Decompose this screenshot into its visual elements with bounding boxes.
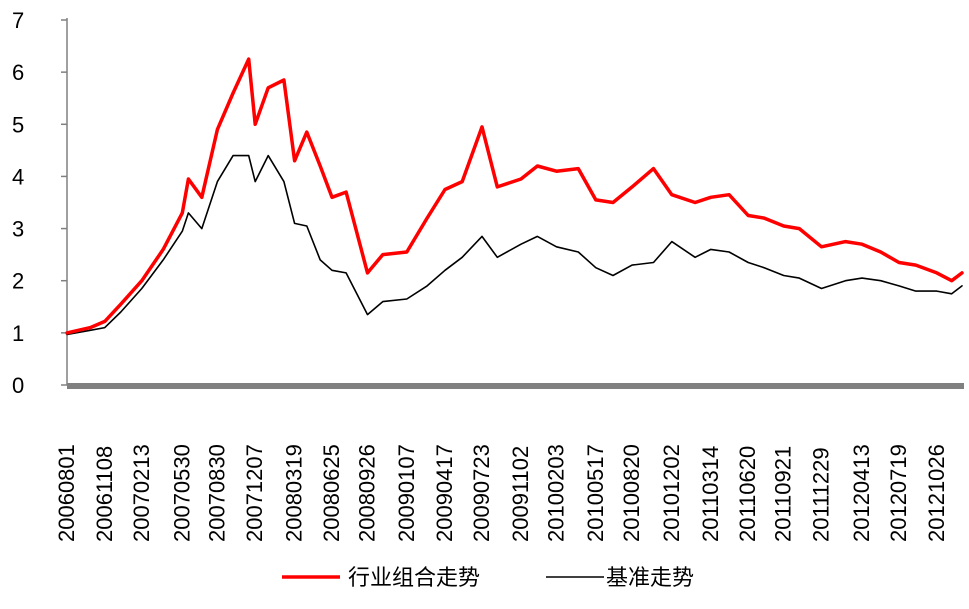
x-tick-label: 20120413 [849, 444, 874, 542]
y-tick-label: 3 [12, 217, 24, 242]
x-axis-line [67, 383, 964, 389]
legend-label: 行业组合走势 [348, 566, 480, 591]
x-tick-label: 20071207 [242, 444, 267, 542]
x-tick-label: 20090723 [469, 444, 494, 542]
legend-label: 基准走势 [606, 566, 694, 591]
x-tick-label: 20070530 [169, 444, 194, 542]
x-tick-label: 20061108 [92, 446, 117, 542]
x-tick-label: 20080625 [319, 444, 344, 542]
y-tick-label: 6 [12, 60, 24, 85]
y-tick-label: 0 [12, 373, 24, 398]
x-tick-label: 20111229 [808, 447, 833, 542]
y-tick-label: 4 [12, 164, 24, 189]
series-line [65, 57, 964, 335]
x-tick-label: 20120719 [886, 444, 911, 542]
x-tick-label: 20110921 [771, 446, 796, 542]
x-tick-label: 20110314 [698, 446, 723, 542]
x-tick-label: 20100203 [544, 444, 569, 542]
x-tick-label: 20100820 [619, 444, 644, 542]
y-tick-label: 7 [12, 8, 24, 33]
x-tick-label: 20080926 [354, 444, 379, 542]
series-line [66, 154, 963, 336]
legend: 行业组合走势 基准走势 [282, 566, 694, 591]
x-tick-label: 20091102 [508, 446, 533, 542]
y-tick-label: 2 [12, 269, 24, 294]
x-tick-label: 20090417 [432, 444, 457, 542]
y-tick-label: 5 [12, 112, 24, 137]
x-tick-label: 20070213 [129, 444, 154, 542]
y-axis: 0 1 2 3 4 5 6 7 [12, 8, 68, 398]
x-tick-label: 20060801 [54, 444, 79, 542]
series-layer [65, 57, 964, 336]
x-axis: 20060801 20061108 20070213 20070530 20070830… [54, 383, 964, 542]
x-tick-label: 20090107 [394, 444, 419, 542]
x-tick-label: 20080319 [282, 444, 307, 542]
y-tick-label: 1 [12, 321, 24, 346]
x-tick-label: 20070830 [204, 444, 229, 542]
x-tick-label: 20101202 [659, 444, 684, 542]
x-tick-label: 20121026 [924, 444, 949, 542]
x-tick-label: 20110620 [735, 446, 760, 542]
x-tick-label: 20100517 [583, 444, 608, 542]
